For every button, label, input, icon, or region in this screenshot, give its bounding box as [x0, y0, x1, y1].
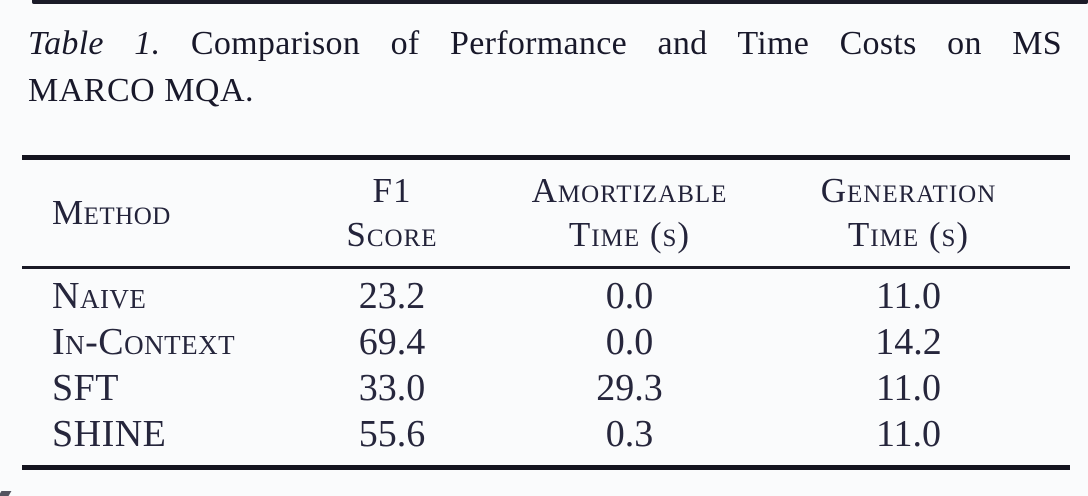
col-header-generation-time: Generation Time (s) — [747, 160, 1070, 266]
cell-generation-time: 11.0 — [875, 413, 942, 455]
cell-generation-time: 11.0 — [875, 275, 942, 317]
cell-f1-score: 23.2 — [358, 275, 426, 317]
table-row-sft: SFT 33.0 29.3 11.0 — [22, 365, 1070, 411]
table-caption-text: Comparison of Performance and Time Costs… — [190, 25, 1062, 62]
col-header-generation-line2: Time (s) — [847, 215, 970, 254]
cell-method: Naive — [52, 275, 147, 317]
cell-f1-score: 33.0 — [358, 367, 426, 409]
col-header-method: Method — [22, 160, 272, 266]
cell-amortizable-time: 29.3 — [596, 367, 663, 409]
bottom-left-artifact — [0, 491, 12, 496]
col-header-generation-line1: Generation — [820, 171, 997, 210]
cell-generation-time: 14.2 — [875, 321, 942, 363]
col-header-f1-line2: Score — [346, 215, 438, 254]
table-row-shine: SHINE 55.6 0.3 11.0 — [22, 411, 1070, 457]
table-header-row: Method F1 Score Amortizable Time (s) Gen… — [22, 160, 1070, 266]
top-edge-artifact — [32, 0, 1088, 4]
cell-method: SFT — [52, 367, 119, 409]
cell-amortizable-time: 0.3 — [605, 413, 654, 455]
col-header-amortizable-line1: Amortizable — [531, 171, 728, 210]
table-row-naive: Naive 23.2 0.0 11.0 — [22, 273, 1070, 319]
table-caption-label: Table 1. — [28, 25, 161, 62]
table-caption-line2: MARCO MQA. — [28, 72, 255, 109]
table-row-in-context: In-Context 69.4 0.0 14.2 — [22, 319, 1070, 365]
col-header-f1-line1: F1 — [372, 171, 412, 210]
table-body: Naive 23.2 0.0 11.0 In-Context 69.4 0.0 … — [22, 269, 1070, 465]
col-header-f1-score: F1 Score — [272, 160, 512, 266]
col-header-amortizable-line2: Time (s) — [568, 215, 691, 254]
cell-amortizable-time: 0.0 — [605, 321, 654, 363]
cell-f1-score: 55.6 — [358, 413, 426, 455]
comparison-table: Method F1 Score Amortizable Time (s) Gen… — [22, 155, 1070, 470]
cell-f1-score: 69.4 — [358, 321, 426, 363]
cell-amortizable-time: 0.0 — [605, 275, 654, 317]
col-header-amortizable-time: Amortizable Time (s) — [512, 160, 747, 266]
col-header-method-line1: Method — [52, 193, 171, 232]
cell-method: SHINE — [52, 413, 167, 455]
table-caption: Table 1. Comparison of Performance and T… — [28, 20, 1062, 67]
cell-method: In-Context — [52, 321, 236, 363]
table-midrule — [22, 266, 1070, 269]
cell-generation-time: 11.0 — [875, 367, 942, 409]
